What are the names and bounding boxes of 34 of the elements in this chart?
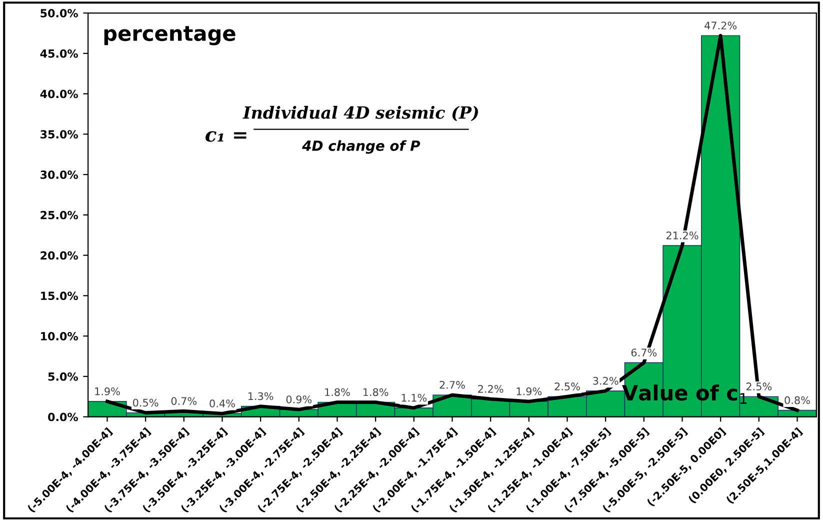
data-label: 2.2% [478,384,504,393]
data-label: 1.3% [248,392,274,400]
annotation: Individual 4D seismic (P) [242,106,478,122]
y-tick-label: 10.0% [41,332,78,340]
y-tick-label: 35.0% [40,130,78,139]
data-label: 0.8% [784,396,810,404]
y-tick-label: 0.0% [48,412,78,422]
data-label: 2.5% [746,382,772,390]
data-label: 0.7% [171,397,197,405]
data-label: 1.1% [402,394,427,402]
data-label: 0.5% [133,398,158,407]
data-label: 6.7% [631,348,657,357]
y-tick-label: 30.0% [40,170,78,179]
data-label: 47.2% [704,22,737,30]
y-tick-label: 40.0% [40,90,78,98]
data-label: 2.7% [440,380,465,389]
y-tick-label: 15.0% [41,292,78,300]
data-label: 21.2% [666,232,698,240]
data-label: 2.5% [554,382,580,390]
data-label: 1.8% [325,388,350,396]
data-label: 1.9% [516,387,542,396]
y-tick-label: 25.0% [40,210,78,220]
y-tick-label: 45.0% [40,49,78,58]
data-label: 1.8% [363,388,388,396]
annotation: 4D change of P [302,140,420,154]
y-tick-label: 5.0% [48,372,78,381]
annotation: c₁ = [206,131,246,142]
data-label: 3.2% [593,376,618,385]
data-label: 1.9% [95,387,120,396]
data-label: 0.4% [210,400,235,408]
y-axis-title: percentage [104,26,236,46]
y-tick-label: 20.0% [40,251,78,260]
y-tick-label: 50.0% [40,9,78,18]
data-label: 0.9% [286,395,312,404]
